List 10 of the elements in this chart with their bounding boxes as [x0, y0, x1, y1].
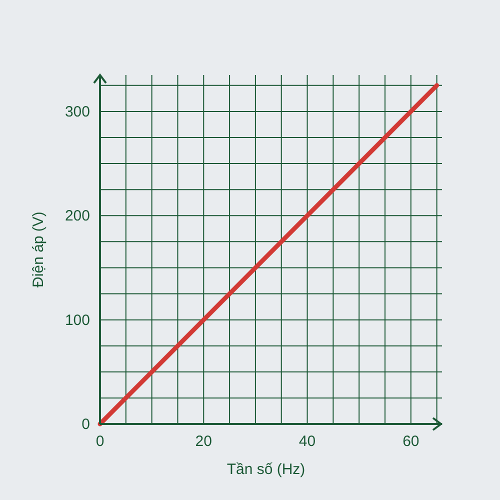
x-tick-label: 0	[96, 433, 104, 450]
x-axis-title: Tần số (Hz)	[226, 461, 306, 478]
x-tick-label: 40	[298, 433, 316, 450]
y-tick-label: 100	[64, 312, 90, 329]
x-tick-label: 20	[195, 433, 212, 450]
y-tick-label: 200	[64, 208, 90, 225]
x-tick-label: 60	[402, 433, 420, 450]
y-axis-title: Điện áp (V)	[30, 212, 47, 288]
y-tick-label: 300	[64, 103, 90, 120]
y-tick-label: 0	[82, 416, 90, 433]
